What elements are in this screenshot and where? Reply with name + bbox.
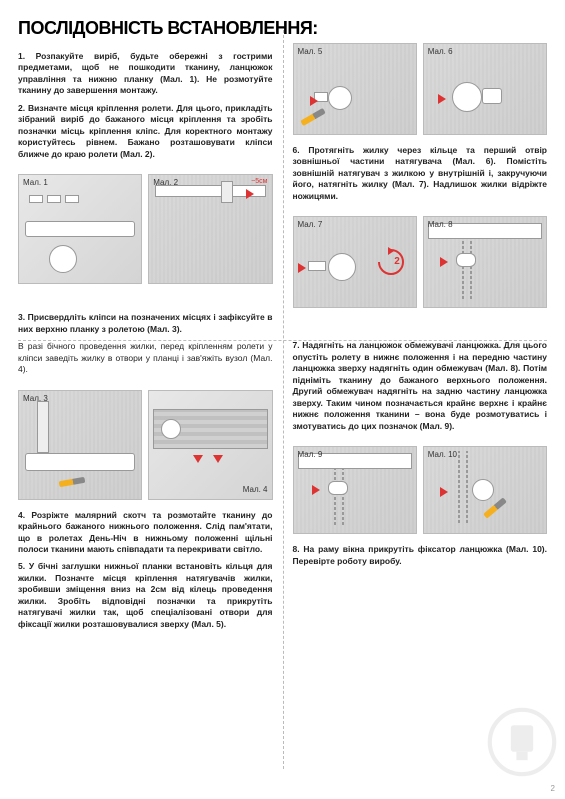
watermark-icon bbox=[487, 707, 557, 777]
left-column: 1. Розпакуйте виріб, будьте обережні з г… bbox=[18, 51, 273, 789]
figure-row-5-6: Мал. 5 Мал. 6 bbox=[293, 43, 548, 135]
step-6: 6. Протягніть жилку через кільце та перш… bbox=[293, 145, 548, 202]
step-4-text: 4. Розріжте малярний скотч та розмотайте… bbox=[18, 510, 273, 554]
figure-row-3-4: Мал. 3 Мал. 4 bbox=[18, 390, 273, 500]
figure-9-label: Мал. 9 bbox=[298, 450, 323, 461]
instruction-page: ПОСЛІДОВНІСТЬ ВСТАНОВЛЕННЯ: 1. Розпакуйт… bbox=[0, 0, 565, 799]
figure-4: Мал. 4 bbox=[148, 390, 272, 500]
step-8: 8. На раму вікна прикрутіть фіксатор лан… bbox=[293, 544, 548, 567]
figure-5-label: Мал. 5 bbox=[298, 47, 323, 58]
figure-6-label: Мал. 6 bbox=[428, 47, 453, 58]
figure-row-7-8: Мал. 7 2 Мал. 8 bbox=[293, 216, 548, 308]
figure-8: Мал. 8 bbox=[423, 216, 547, 308]
rotate-arrow-icon bbox=[376, 247, 406, 277]
figure-7: Мал. 7 2 bbox=[293, 216, 417, 308]
step-4: 4. Розріжте малярний скотч та розмотайте… bbox=[18, 510, 273, 556]
figure-10-label: Мал. 10 bbox=[428, 450, 457, 461]
figure-2-dim: ~5см bbox=[251, 177, 267, 186]
figure-row-9-10: Мал. 9 Мал. 10 bbox=[293, 446, 548, 534]
figure-5: Мал. 5 bbox=[293, 43, 417, 135]
figure-6: Мал. 6 bbox=[423, 43, 547, 135]
right-column: Мал. 5 Мал. 6 6. Протягніть жилку через … bbox=[293, 51, 548, 789]
step-8-text: 8. На раму вікна прикрутіть фіксатор лан… bbox=[293, 544, 548, 565]
step-3: 3. Присвердліть кліпси на позначених міс… bbox=[18, 312, 273, 335]
figure-10: Мал. 10 bbox=[423, 446, 547, 534]
figure-1-label: Мал. 1 bbox=[23, 178, 48, 189]
step-7: 7. Надягніть на ланцюжок обмежувачі ланц… bbox=[293, 340, 548, 432]
figure-2: Мал. 2 ~5см bbox=[148, 174, 272, 284]
step-1: 1. Розпакуйте виріб, будьте обережні з г… bbox=[18, 51, 273, 97]
figure-1: Мал. 1 bbox=[18, 174, 142, 284]
figure-row-1-2: Мал. 1 Мал. 2 ~5см bbox=[18, 174, 273, 284]
step-2-text: 2. Визначте місця кріплення ролети. Для … bbox=[18, 103, 273, 159]
vertical-divider bbox=[283, 30, 285, 769]
figure-3: Мал. 3 bbox=[18, 390, 142, 500]
figure-7-label: Мал. 7 bbox=[298, 220, 323, 231]
step-3-text: 3. Присвердліть кліпси на позначених міс… bbox=[18, 312, 273, 333]
step-3b: В разі бічного проведення жилки, перед к… bbox=[18, 341, 273, 375]
figure-3-label: Мал. 3 bbox=[23, 394, 48, 405]
step-5-text: 5. У бічні заглушки нижньої планки встан… bbox=[18, 561, 273, 628]
horizontal-divider bbox=[18, 340, 547, 342]
step-7-text: 7. Надягніть на ланцюжок обмежувачі ланц… bbox=[293, 340, 548, 430]
figure-9: Мал. 9 bbox=[293, 446, 417, 534]
step-1-text: 1. Розпакуйте виріб, будьте обережні з г… bbox=[18, 51, 273, 95]
step-2: 2. Визначте місця кріплення ролети. Для … bbox=[18, 103, 273, 160]
step-6-text: 6. Протягніть жилку через кільце та перш… bbox=[293, 145, 548, 201]
figure-4-label: Мал. 4 bbox=[243, 485, 268, 496]
step-5: 5. У бічні заглушки нижньої планки встан… bbox=[18, 561, 273, 630]
figure-8-label: Мал. 8 bbox=[428, 220, 453, 231]
page-number: 2 bbox=[551, 784, 555, 793]
figure-2-label: Мал. 2 bbox=[153, 178, 178, 189]
